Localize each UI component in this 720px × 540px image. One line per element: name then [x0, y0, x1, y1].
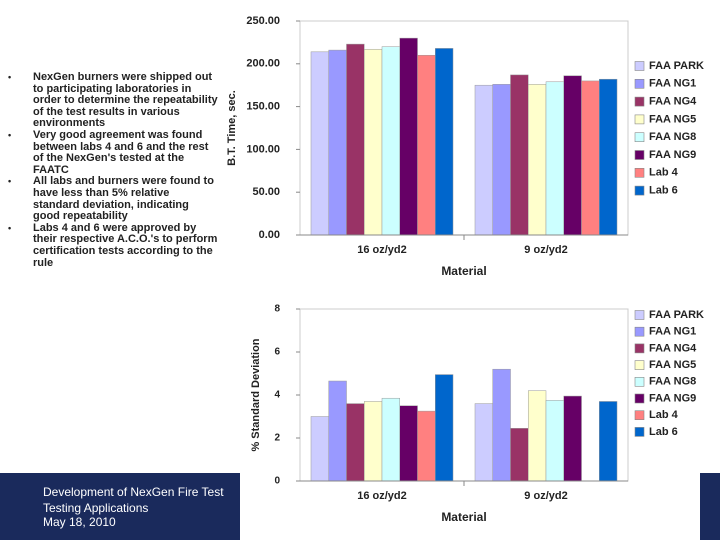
- bar: [346, 43, 365, 236]
- legend-swatch: [634, 326, 645, 337]
- legend-swatch: [634, 410, 645, 421]
- bar: [545, 400, 565, 482]
- bar: [563, 75, 582, 236]
- legend-swatch: [634, 96, 645, 107]
- legend-label: FAA NG1: [649, 326, 696, 338]
- legend-label: Lab 4: [649, 409, 679, 421]
- bar: [310, 51, 329, 236]
- bar: [435, 374, 454, 482]
- bar: [328, 380, 347, 482]
- legend-swatch: [634, 114, 645, 125]
- legend-label: Lab 6: [649, 185, 678, 197]
- x-axis-label: Material: [441, 510, 486, 524]
- legend-label: Lab 6: [649, 426, 678, 438]
- bar: [474, 84, 493, 236]
- footer-title: Development of NexGen Fire Test Testing …: [43, 485, 224, 515]
- bar: [417, 54, 436, 236]
- bar: [435, 48, 454, 236]
- legend-swatch: [634, 360, 645, 370]
- bar: [599, 78, 618, 236]
- legend-swatch: [634, 376, 645, 387]
- legend-label: FAA NG9: [649, 149, 696, 161]
- bar: [363, 48, 383, 236]
- y-tick-label: 150.00: [246, 101, 280, 113]
- x-tick-label: 9 oz/yd2: [524, 244, 567, 256]
- y-tick-label: 6: [274, 347, 280, 358]
- bar: [363, 401, 383, 482]
- y-tick-label: 250.00: [246, 15, 280, 27]
- y-tick-label: 0.00: [259, 229, 280, 241]
- legend-swatch: [634, 185, 645, 196]
- bar: [563, 395, 582, 482]
- legend-label: FAA NG4: [649, 342, 697, 354]
- x-axis-label: Material: [441, 264, 486, 278]
- y-tick-label: 2: [274, 433, 280, 444]
- legend-swatch: [634, 79, 645, 89]
- bar: [417, 410, 436, 482]
- x-tick-label: 9 oz/yd2: [524, 490, 567, 502]
- y-tick-label: 200.00: [246, 58, 280, 70]
- legend-label: FAA NG8: [649, 131, 696, 143]
- bullet: Very good agreement was found between la…: [8, 129, 218, 176]
- legend-swatch: [634, 132, 645, 142]
- legend-swatch: [634, 150, 645, 160]
- legend-swatch: [634, 427, 645, 437]
- legend-label: FAA NG5: [649, 113, 696, 125]
- bar: [492, 368, 511, 482]
- legend-label: FAA PARK: [649, 60, 704, 72]
- legend-label: Lab 4: [649, 167, 679, 179]
- bullet-list: NexGen burners were shipped out to parti…: [8, 71, 218, 269]
- y-axis-label: B.T. Time, sec.: [226, 90, 238, 166]
- y-tick-label: 0: [274, 476, 280, 487]
- legend-swatch: [634, 61, 645, 71]
- legend-label: FAA NG4: [649, 96, 697, 108]
- bar: [474, 403, 493, 482]
- footer-date: May 18, 2010: [43, 515, 116, 529]
- bar: [310, 416, 329, 482]
- bar: [381, 46, 401, 236]
- bar: [346, 403, 365, 482]
- bar: [510, 74, 529, 236]
- bar: [328, 49, 347, 236]
- bar: [399, 37, 418, 236]
- x-tick-label: 16 oz/yd2: [357, 244, 407, 256]
- bar: [527, 84, 547, 236]
- bullet: All labs and burners were found to have …: [8, 175, 218, 222]
- legend-label: FAA NG9: [649, 392, 696, 404]
- bar: [399, 405, 418, 482]
- legend-swatch: [634, 393, 645, 404]
- bullet: Labs 4 and 6 were approved by their resp…: [8, 222, 218, 269]
- legend-label: FAA NG1: [649, 78, 696, 90]
- legend-label: FAA PARK: [649, 309, 704, 321]
- bar: [527, 390, 547, 482]
- bar: [492, 84, 511, 236]
- y-tick-label: 4: [274, 390, 280, 401]
- y-tick-label: 8: [274, 304, 280, 315]
- x-tick-label: 16 oz/yd2: [357, 490, 407, 502]
- legend-label: FAA NG8: [649, 376, 696, 388]
- bar: [581, 80, 600, 236]
- bullet: NexGen burners were shipped out to parti…: [8, 71, 218, 130]
- legend-swatch: [634, 310, 645, 320]
- bar: [381, 397, 401, 482]
- y-tick-label: 50.00: [252, 186, 280, 198]
- y-axis-label: % Standard Deviation: [250, 338, 262, 451]
- y-tick-label: 100.00: [246, 143, 280, 155]
- legend-swatch: [634, 168, 645, 178]
- bar: [545, 81, 565, 236]
- bar: [599, 401, 618, 482]
- legend-label: FAA NG5: [649, 359, 696, 371]
- legend-swatch: [634, 343, 645, 354]
- bar: [510, 428, 529, 482]
